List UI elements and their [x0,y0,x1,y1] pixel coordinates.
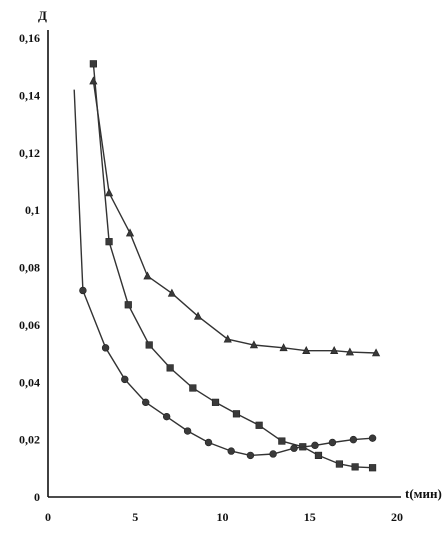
data-point-square [278,437,286,445]
y-tick-label: 0,08 [19,261,40,275]
data-point-square [314,451,323,460]
data-point-square [255,421,263,429]
data-point-square [335,460,344,468]
chart-ticks: 0 0,02 0,04 0,06 0,08 0,1 0,12 0,14 0,16 0 5 10 15 20 [19,31,403,524]
data-point-square [145,341,153,349]
data-point-circle [328,438,337,447]
data-point-circle [290,444,298,452]
data-point-triangle [89,76,98,85]
y-tick-label: 0,02 [19,433,40,447]
data-point-circle [311,441,319,450]
data-point-triangle [104,188,114,197]
x-tick-label: 5 [132,510,138,524]
data-point-circle [368,434,377,442]
data-point-square [166,364,174,372]
data-point-circle [183,427,192,435]
data-point-circle [349,435,358,444]
data-point-triangle [193,311,203,320]
data-point-square [89,60,97,68]
x-tick-label: 10 [217,510,229,524]
x-tick-label: 20 [391,510,403,524]
series-line-circle [73,89,373,457]
data-point-circle [246,451,255,460]
data-point-square [211,398,220,406]
data-point-circle [121,375,129,384]
data-point-circle [204,438,213,447]
data-point-triangle [143,271,152,280]
data-point-triangle [330,346,339,354]
y-tick-label: 0,16 [19,31,40,45]
series-triangle [89,76,381,357]
y-tick-label: 0,1 [25,203,40,217]
data-point-circle [142,398,150,407]
series-circle [73,89,377,460]
y-axis-label: Д [38,8,47,23]
data-point-triangle [125,228,135,237]
series-line-square [92,63,373,469]
data-point-square [351,463,359,471]
chart-axes [47,30,401,498]
y-tick-label: 0,04 [19,375,40,389]
x-axis-label: t(мин) [405,486,442,501]
series-square [89,60,377,472]
data-point-square [232,410,241,418]
data-point-circle [162,412,171,421]
data-point-triangle [223,334,232,343]
series-line-triangle [92,80,377,354]
x-tick-label: 15 [304,510,316,524]
y-tick-label: 0,14 [19,88,40,102]
data-point-square [189,384,197,392]
data-point-circle [79,286,87,295]
y-tick-label: 0,06 [19,318,40,332]
data-point-square [105,238,113,246]
y-tick-label: 0 [34,490,40,504]
data-point-triangle [167,288,176,297]
data-point-triangle [345,347,354,356]
data-point-circle [269,450,277,458]
chart-series [73,60,381,472]
y-tick-label: 0,12 [19,146,40,160]
data-point-circle [101,344,110,352]
data-point-square [124,301,132,309]
data-point-triangle [302,346,311,354]
x-tick-label: 0 [45,510,51,524]
data-point-triangle [279,343,288,352]
data-point-square [368,464,377,472]
data-point-triangle [371,348,381,357]
data-point-triangle [249,340,259,349]
data-point-circle [227,447,235,455]
